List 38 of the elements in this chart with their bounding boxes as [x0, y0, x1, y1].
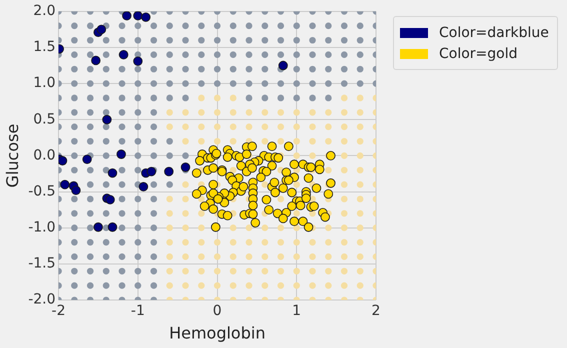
x-tick-label: 2 — [372, 303, 380, 320]
point — [91, 56, 101, 66]
point — [116, 150, 126, 159]
y-axis-title: Glucose — [2, 124, 22, 188]
point — [60, 180, 70, 190]
point — [105, 195, 115, 204]
y-tick-label: -1.0 — [28, 219, 56, 236]
legend-label: Color=gold — [439, 46, 518, 62]
point — [133, 56, 143, 66]
point — [82, 154, 92, 164]
y-tick-label: 2.0 — [33, 3, 56, 20]
point — [102, 114, 112, 124]
y-tick-label: 1.5 — [33, 39, 56, 56]
point — [96, 24, 106, 34]
x-tick-label: -1 — [130, 303, 145, 320]
x-tick-label: 1 — [292, 303, 302, 320]
point — [133, 11, 143, 20]
point — [146, 166, 156, 176]
point — [94, 222, 103, 232]
point — [108, 222, 118, 232]
point — [141, 12, 151, 22]
point — [164, 166, 174, 176]
point — [278, 60, 288, 70]
legend-label: Color=darkblue — [439, 24, 549, 40]
y-tick-label: 0.5 — [33, 111, 56, 128]
y-tick-label: -1.5 — [28, 256, 56, 272]
point — [108, 168, 118, 178]
x-axis-title: Hemoglobin — [169, 324, 266, 343]
y-tick-label: 1.0 — [33, 75, 56, 92]
point — [71, 186, 81, 196]
point — [118, 50, 128, 60]
y-tick-label: -0.5 — [28, 183, 56, 200]
point — [58, 156, 68, 166]
y-tick-label: 0.0 — [33, 147, 56, 164]
point — [138, 182, 148, 192]
point — [180, 162, 190, 172]
point — [122, 11, 132, 20]
x-tick-label: 0 — [212, 303, 222, 320]
